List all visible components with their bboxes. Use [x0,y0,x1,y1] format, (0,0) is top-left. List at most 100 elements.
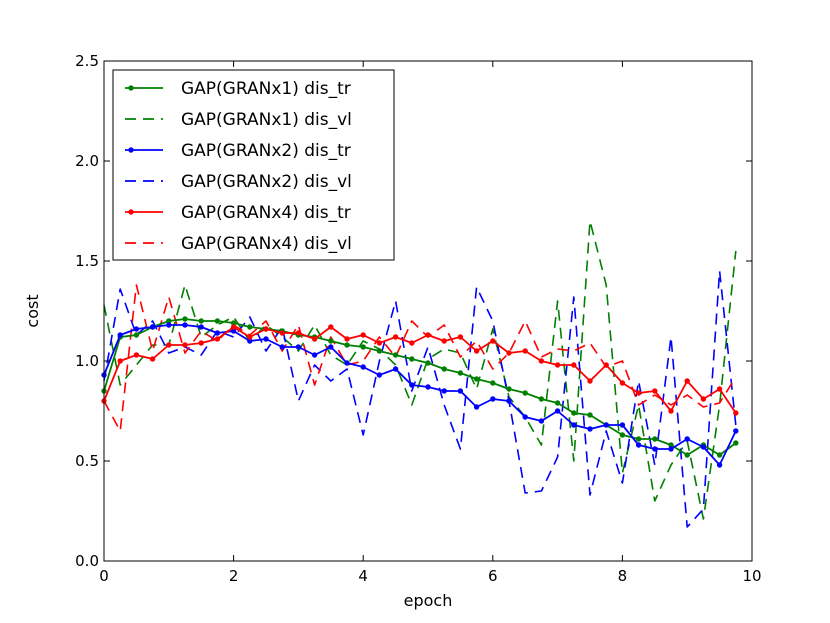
y-tick-label: 2.5 [75,52,99,70]
series-1-point [360,344,366,350]
series-1-point [166,318,172,324]
legend-box [112,69,395,261]
series-3-point [247,338,253,344]
series-3-point [473,404,480,410]
series-line-4 [103,270,737,528]
series-1-point [716,452,723,458]
y-tick-label: 0.5 [75,452,99,470]
series-5-point [425,332,431,338]
legend-label: GAP(GRANx2) dis_tr [181,141,351,161]
series-3-point [587,426,593,432]
series-1-point [619,432,626,438]
series-1-point [554,400,561,406]
series-3-point [635,442,642,448]
series-5-point [571,362,577,368]
legend-swatch-marker [128,85,134,91]
series-1-point [457,370,464,376]
series-1-point [684,452,690,458]
series-5-point [344,336,350,342]
series-5-point [149,356,156,362]
series-3-point [182,322,188,328]
series-3-point [506,398,512,404]
series-1-point [133,332,140,338]
series-5-point [603,362,609,368]
series-1-point [668,442,674,448]
series-1-point [425,360,431,366]
series-5-point [311,336,318,342]
series-5-point [182,342,188,348]
series-1-point [441,366,447,372]
series-1-point [214,318,221,324]
series-5-point [700,396,707,402]
series-5-point [247,334,253,340]
series-5-point [716,386,723,392]
series-3-point [117,332,123,338]
series-5-point [392,334,399,340]
axis-ticks: 0 2 4 6 8 10 0.0 0.5 1.0 1.5 2.0 2.5 [75,52,761,585]
series-3-point [571,422,577,428]
series-1-point [490,380,496,386]
series-5-point [133,352,140,358]
series-1-point [376,348,383,354]
series-line-3 [103,324,737,466]
series-line-1 [103,318,737,456]
series-3-point [328,344,334,350]
series-5-point [279,330,285,336]
series-3-point [652,446,658,452]
series-5-point [554,362,561,368]
series-5-point [522,348,528,354]
series-5-point [295,330,302,336]
series-line-2 [103,220,737,520]
series-3-point [214,330,221,336]
series-1-point [522,390,528,396]
series-1-point [733,440,739,446]
series-1-point [538,396,545,402]
series-5-point [198,340,204,346]
series-5-point [635,390,642,396]
series-5-point [376,340,383,346]
y-tick-label: 1.0 [75,352,99,370]
series-3-point [133,326,140,332]
y-tick-label: 2.0 [75,152,99,170]
series-1-point [635,436,642,442]
series-3-point [263,336,269,342]
series-1-point [182,316,188,322]
series-5-point [166,342,172,348]
series-3-point [684,436,690,442]
x-tick-label: 6 [488,567,498,585]
x-axis-label: epoch [404,591,453,610]
series-3-point [490,396,496,402]
series-5-point [360,332,366,338]
series-5-point [409,340,415,346]
legend-label: GAP(GRANx2) dis_vl [181,172,352,192]
series-3-point [425,384,431,390]
legend: GAP(GRANx1) dis_tr GAP(GRANx1) dis_vl GAP(… [112,69,395,261]
legend-label: GAP(GRANx4) dis_vl [181,234,352,254]
series-3-point [441,388,447,394]
series-1-point [409,356,415,362]
series-5-point [263,326,269,332]
series-1-point [198,318,204,324]
series-3-point [376,372,383,378]
series-layer [101,220,739,528]
series-5-point [684,378,690,384]
series-5-point [668,408,674,414]
legend-label: GAP(GRANx4) dis_tr [181,203,351,223]
series-5-point [457,334,464,340]
plot-frame [103,60,753,562]
series-1-point [473,376,480,382]
series-3-point [668,446,674,452]
series-3-point [166,322,172,328]
series-1-point [506,386,512,392]
y-axis-label: cost [23,294,42,327]
series-3-point [311,352,318,358]
series-5-point [117,358,123,364]
series-3-point [700,444,707,450]
series-line-5 [103,326,737,414]
series-3-point [230,328,237,334]
legend-label: GAP(GRANx1) dis_vl [181,110,352,130]
legend-label: GAP(GRANx1) dis_tr [181,79,351,99]
series-5-point [328,324,334,330]
x-tick-label: 10 [742,567,761,585]
